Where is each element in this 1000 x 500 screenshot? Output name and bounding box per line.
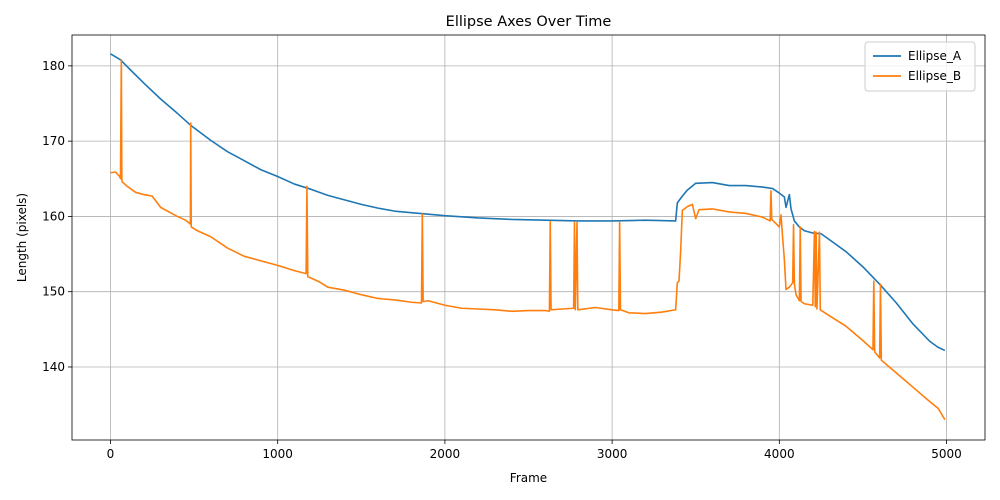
y-axis-title: Length (pixels) xyxy=(15,193,29,282)
y-tick-label: 150 xyxy=(42,285,65,299)
legend-label: Ellipse_A xyxy=(908,49,962,63)
x-tick-label: 4000 xyxy=(764,447,795,461)
x-tick-label: 0 xyxy=(107,447,115,461)
x-tick-label: 1000 xyxy=(262,447,293,461)
series-layer xyxy=(110,53,946,421)
y-tick-label: 140 xyxy=(42,360,65,374)
plot-area-frame xyxy=(71,34,986,441)
y-tick-label: 180 xyxy=(42,59,65,73)
y-tick-label: 170 xyxy=(42,134,65,148)
legend-label: Ellipse_B xyxy=(908,69,961,83)
legend: Ellipse_A Ellipse_B xyxy=(864,41,976,92)
x-axis-ticks: 0 1000 2000 3000 4000 5000 xyxy=(107,440,962,461)
series-line-ellipse-a xyxy=(110,53,946,352)
x-tick-label: 3000 xyxy=(597,447,628,461)
series-line-ellipse-b xyxy=(110,59,946,421)
grid-lines xyxy=(72,35,985,440)
x-tick-label: 2000 xyxy=(430,447,461,461)
chart-title: Ellipse Axes Over Time xyxy=(446,14,612,30)
x-tick-label: 5000 xyxy=(931,447,962,461)
x-axis-title: Frame xyxy=(510,471,547,485)
legend-box xyxy=(864,41,976,92)
y-axis-ticks: 140 150 160 170 180 xyxy=(42,59,72,374)
y-tick-label: 160 xyxy=(42,209,65,223)
